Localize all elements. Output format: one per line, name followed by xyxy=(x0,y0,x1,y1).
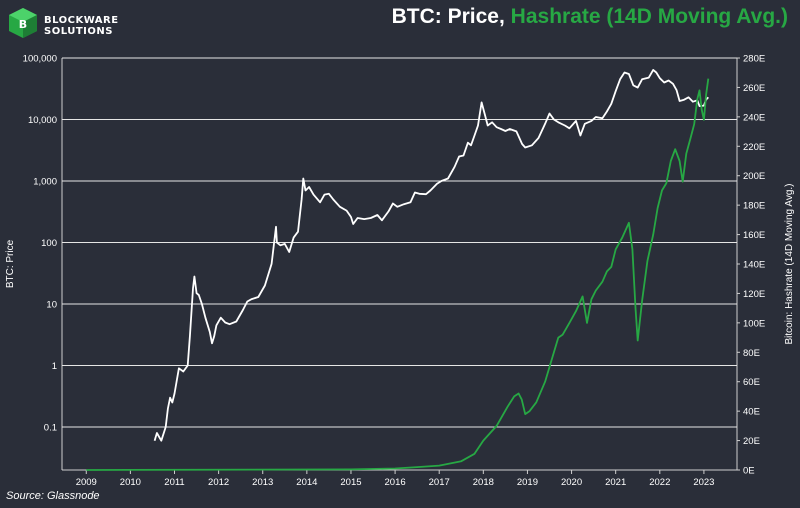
logo-wordmark: BLOCKWARE SOLUTIONS xyxy=(44,15,119,37)
y-right-tick-label: 140E xyxy=(743,260,765,271)
y-right-tick-label: 240E xyxy=(743,112,765,123)
hashrate-series-line xyxy=(86,78,710,471)
price-series-line xyxy=(153,69,709,442)
source-note: Source: Glassnode xyxy=(6,490,100,502)
x-tick-label: 2014 xyxy=(296,477,317,488)
y-right-tick-label: 260E xyxy=(743,83,765,94)
x-tick-label: 2021 xyxy=(605,477,626,488)
title-price: BTC: Price, xyxy=(391,5,505,28)
y-left-tick-label: 10,000 xyxy=(28,115,57,126)
x-tick-label: 2012 xyxy=(208,477,229,488)
y-right-tick-label: 220E xyxy=(743,142,765,153)
y-right-tick-label: 160E xyxy=(743,230,765,241)
y-left-tick-label: 1 xyxy=(52,361,57,372)
x-tick-label: 2009 xyxy=(76,477,97,488)
logo-line-1: BLOCKWARE xyxy=(44,15,119,26)
x-tick-label: 2020 xyxy=(561,477,582,488)
chart-title: BTC: Price, Hashrate (14D Moving Avg.) xyxy=(392,5,788,29)
brand-logo: B BLOCKWARE SOLUTIONS xyxy=(6,6,136,40)
x-tick-label: 2016 xyxy=(385,477,406,488)
y-right-tick-label: 0E xyxy=(743,466,755,477)
y-right-tick-label: 80E xyxy=(743,348,760,359)
x-tick-label: 2013 xyxy=(252,477,273,488)
y-right-axis-label: Bitcoin: Hashrate (14D Moving Avg.) xyxy=(784,183,795,344)
x-tick-label: 2019 xyxy=(517,477,538,488)
y-left-axis-label: BTC: Price xyxy=(5,239,16,288)
x-tick-label: 2011 xyxy=(164,477,184,488)
y-right-tick-label: 60E xyxy=(743,377,760,388)
x-tick-label: 2015 xyxy=(340,477,361,488)
x-tick-label: 2017 xyxy=(429,477,450,488)
y-right-tick-label: 180E xyxy=(743,201,765,212)
logo-cube-icon: B xyxy=(9,8,37,38)
logo-line-2: SOLUTIONS xyxy=(44,26,113,37)
svg-text:B: B xyxy=(19,18,27,31)
y-right-tick-label: 100E xyxy=(743,318,765,329)
y-left-tick-label: 100,000 xyxy=(23,54,57,65)
y-right-tick-label: 200E xyxy=(743,171,765,182)
y-right-tick-label: 20E xyxy=(743,436,760,447)
x-tick-label: 2022 xyxy=(649,477,670,488)
x-tick-label: 2010 xyxy=(120,477,141,488)
y-left-tick-label: 10 xyxy=(46,300,57,311)
y-right-tick-label: 120E xyxy=(743,289,765,300)
y-left-tick-label: 1,000 xyxy=(33,177,57,188)
y-right-tick-label: 40E xyxy=(743,407,760,418)
x-tick-label: 2018 xyxy=(473,477,494,488)
y-left-tick-label: 0.1 xyxy=(44,423,57,434)
x-tick-label: 2023 xyxy=(693,477,714,488)
y-right-tick-label: 280E xyxy=(743,54,765,65)
y-left-tick-label: 100 xyxy=(41,238,57,249)
title-hashrate: Hashrate (14D Moving Avg.) xyxy=(510,5,788,28)
